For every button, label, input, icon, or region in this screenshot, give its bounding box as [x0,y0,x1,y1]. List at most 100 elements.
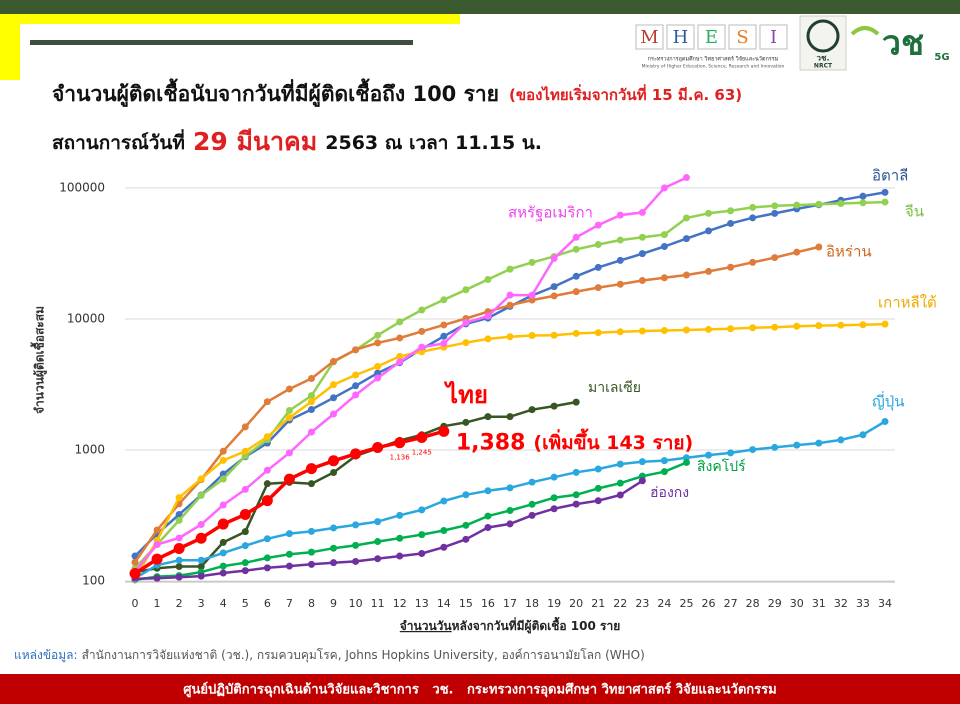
data-point [151,553,163,565]
x-tick-label: 15 [459,597,473,610]
header-rule [30,40,413,45]
series-label: จีน [905,203,924,221]
data-point [749,203,757,211]
data-point [484,413,492,421]
data-point [550,283,558,291]
data-point [217,518,229,530]
data-point [241,542,249,550]
data-point [572,491,580,499]
brand-5g: 5G [934,52,949,63]
series-line [134,461,687,582]
x-tick-label: 30 [790,597,804,610]
data-point [682,271,690,279]
data-point [484,276,492,284]
data-point [484,512,492,520]
data-point [682,214,690,222]
data-point [749,446,757,454]
data-point [307,548,315,556]
data-point [550,473,558,481]
data-point [374,374,382,382]
data-point [263,398,271,406]
data-point [285,414,293,422]
data-point [195,532,207,544]
data-point [374,555,382,563]
data-point [638,277,646,285]
data-point [815,243,823,251]
data-point [263,564,271,572]
data-point [705,267,713,275]
mhesi-box [697,24,726,50]
data-point [506,301,514,309]
data-point [307,406,315,414]
data-point [705,451,713,459]
data-point [859,192,867,200]
data-point [771,202,779,210]
data-point [550,254,558,262]
x-tick-label: 28 [746,597,760,610]
data-point [219,501,227,509]
nrct-th: วช. [817,54,830,63]
data-point [793,441,801,449]
data-point [462,535,470,543]
data-point [550,331,558,339]
annotation: (เพิ่มขึ้น 143 ราย) [533,428,693,454]
brand-swoosh [850,26,880,36]
data-point [175,516,183,524]
top-bar [0,0,960,14]
data-point [175,556,183,564]
data-point [462,318,470,326]
data-point [550,402,558,410]
data-point [506,520,514,528]
data-point [374,331,382,339]
mhesi-box [666,24,695,50]
data-point [219,538,227,546]
brand-mark: วช [882,24,924,64]
series-line [133,245,820,564]
series-label: อิหร่าน [826,243,872,261]
x-tick-label: 14 [437,597,451,610]
subtitle-date: 29 มีนาคม [193,127,317,156]
data-point [352,391,360,399]
data-point [416,432,428,444]
data-point [638,250,646,258]
data-point [440,526,448,534]
data-point [594,221,602,229]
data-point [440,332,448,340]
data-point [616,280,624,288]
data-point [440,339,448,347]
x-tick-label: 18 [525,597,539,610]
value-label: 1,136 [390,454,411,462]
x-tick-label: 6 [264,597,271,610]
data-point [881,188,889,196]
data-point [197,475,205,483]
x-tick-label: 16 [481,597,495,610]
data-point [285,562,293,570]
data-point [219,475,227,483]
data-point [197,491,205,499]
data-point [682,459,690,467]
data-point [440,497,448,505]
data-point [462,286,470,294]
data-point [374,363,382,371]
x-tick-label: 33 [856,597,870,610]
data-point [572,398,580,406]
data-point [307,374,315,382]
data-point [528,511,536,519]
data-point [859,199,867,207]
x-tick-label: 20 [569,597,583,610]
series-label: เกาหลีใต้ [878,294,937,312]
x-tick-label: 26 [702,597,716,610]
data-point [660,231,668,239]
data-point [682,174,690,182]
data-point [263,466,271,474]
source-label: แหล่งข้อมูล: [14,648,78,663]
data-point [241,567,249,575]
title-note: (ของไทยเริ่มจากวันที่ 15 มี.ค. 63) [509,84,742,104]
data-point [129,568,141,580]
data-point [837,321,845,329]
mhesi-box [635,24,664,50]
nrct-emblem [806,19,840,53]
data-point [307,428,315,436]
data-point [749,214,757,222]
